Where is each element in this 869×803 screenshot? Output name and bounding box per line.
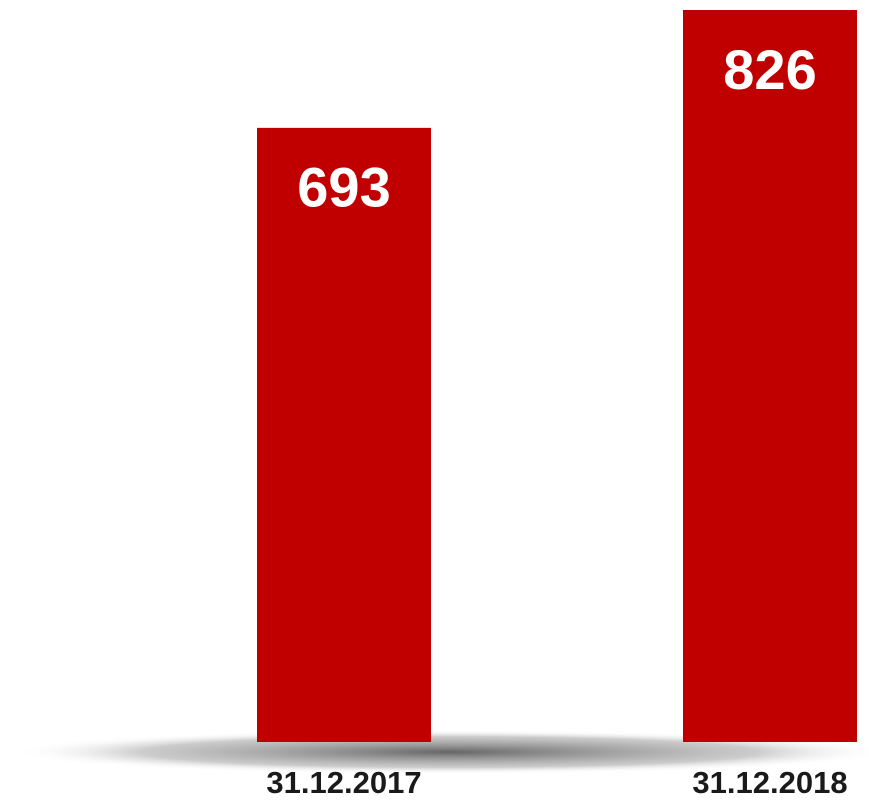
x-tick-label: 31.12.2018	[692, 765, 847, 800]
bar	[683, 10, 857, 742]
x-tick-label: 31.12.2017	[266, 765, 421, 800]
bar	[257, 127, 431, 743]
data-label: 693	[297, 156, 390, 219]
floor-shadow	[10, 730, 869, 774]
data-label: 826	[723, 38, 816, 101]
